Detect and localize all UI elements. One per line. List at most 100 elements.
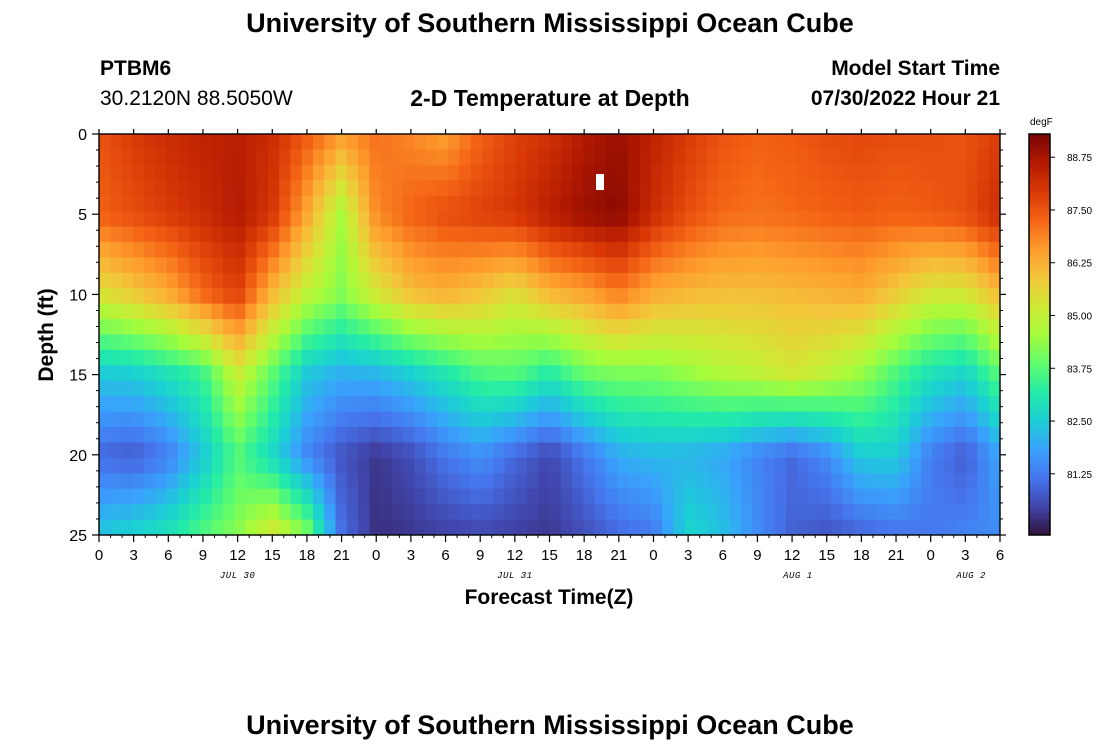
heatmap-cell <box>639 349 652 366</box>
heatmap-cell <box>346 303 359 320</box>
heatmap-cell <box>864 427 877 444</box>
heatmap-cell <box>921 427 934 444</box>
heatmap-cell <box>256 365 269 382</box>
heatmap-cell <box>515 288 528 305</box>
heatmap-cell <box>583 241 596 258</box>
x-tick-label: 21 <box>610 547 627 564</box>
heatmap-cell <box>234 288 247 305</box>
heatmap-cell <box>707 241 720 258</box>
heatmap-cell <box>481 457 494 474</box>
heatmap-cell <box>358 365 370 382</box>
heatmap-cell <box>864 519 877 535</box>
heatmap-cell <box>988 180 1000 197</box>
heatmap-cell <box>639 149 652 166</box>
heatmap-cell <box>752 257 765 274</box>
heatmap-cell <box>493 211 506 228</box>
heatmap-cell <box>290 134 303 151</box>
heatmap-cell <box>121 211 134 228</box>
heatmap-cell <box>740 457 753 474</box>
heatmap-cell <box>504 365 517 382</box>
heatmap-cell <box>391 473 404 490</box>
heatmap-cell <box>819 257 832 274</box>
heatmap-cell <box>448 411 460 428</box>
heatmap-cell <box>662 380 674 397</box>
heatmap-cell <box>977 288 990 305</box>
heatmap-cell <box>538 134 551 151</box>
heatmap-cell <box>954 349 967 366</box>
heatmap-cell <box>932 396 945 413</box>
heatmap-cell <box>301 504 314 521</box>
heatmap-cell <box>842 226 855 243</box>
heatmap-cell <box>605 457 618 474</box>
heatmap-cell <box>617 303 629 320</box>
heatmap-cell <box>639 180 652 197</box>
heatmap-cell <box>549 457 562 474</box>
heatmap-cell <box>425 257 438 274</box>
heatmap-cell <box>572 272 584 289</box>
heatmap-cell <box>448 349 460 366</box>
heatmap-cell <box>470 473 483 490</box>
heatmap-cell <box>932 164 945 181</box>
heatmap-cell <box>155 134 168 151</box>
heatmap-cell <box>110 519 123 535</box>
heatmap-cell <box>380 257 393 274</box>
heatmap-cell <box>155 211 168 228</box>
heatmap-cell <box>560 211 573 228</box>
heatmap-cell <box>222 303 235 320</box>
heatmap-cell <box>245 319 258 336</box>
axes: 0 3 6 9 12 15 18 21 0 3 6 9 12 15 18 21 0 3 6 9 12 15 18 21 0 3 60… <box>69 127 1006 581</box>
heatmap-cell <box>909 442 922 459</box>
heatmap-cell <box>504 134 517 151</box>
heatmap-cell <box>954 288 967 305</box>
heatmap-cell <box>301 149 314 166</box>
heatmap-cell <box>808 504 821 521</box>
heatmap-cell <box>898 257 911 274</box>
heatmap-cell <box>526 303 539 320</box>
heatmap-cell <box>684 457 697 474</box>
heatmap-cell <box>887 473 900 490</box>
heatmap-cell <box>177 442 190 459</box>
heatmap-cell <box>481 488 494 505</box>
heatmap-cell <box>155 504 168 521</box>
heatmap-cell <box>898 226 911 243</box>
heatmap-cell <box>99 241 111 258</box>
heatmap-cell <box>808 380 821 397</box>
heatmap-cell <box>391 319 404 336</box>
heatmap-cell <box>887 442 900 459</box>
heatmap-cell <box>740 257 753 274</box>
heatmap-cell <box>966 211 979 228</box>
y-tick-label: 5 <box>78 207 87 224</box>
heatmap-cell <box>324 180 337 197</box>
heatmap-cell <box>234 519 247 535</box>
heatmap-cell <box>954 473 967 490</box>
model-start-label: Model Start Time <box>831 57 1000 80</box>
heatmap-cell <box>707 303 720 320</box>
heatmap-cell <box>189 257 201 274</box>
heatmap-cell <box>943 303 956 320</box>
heatmap-cell <box>819 365 832 382</box>
heatmap-cell <box>245 272 258 289</box>
heatmap-cell <box>752 504 765 521</box>
heatmap-cell <box>222 195 235 212</box>
heatmap-cell <box>909 149 922 166</box>
heatmap-cell <box>369 365 382 382</box>
heatmap-cell <box>898 241 911 258</box>
heatmap-cell <box>436 519 449 535</box>
heatmap-cell <box>234 427 247 444</box>
heatmap-cell <box>966 241 979 258</box>
heatmap-cell <box>943 365 956 382</box>
heatmap-cell <box>853 195 866 212</box>
heatmap-cell <box>650 149 663 166</box>
heatmap-cell <box>594 396 607 413</box>
heatmap-cell <box>650 442 663 459</box>
heatmap-cell <box>752 519 765 535</box>
heatmap-cell <box>797 195 810 212</box>
heatmap-cell <box>864 164 877 181</box>
heatmap-cell <box>267 303 280 320</box>
heatmap-cell <box>707 365 720 382</box>
heatmap-cell <box>448 134 460 151</box>
heatmap-cell <box>234 226 247 243</box>
heatmap-cell <box>267 211 280 228</box>
heatmap-cell <box>256 164 269 181</box>
heatmap-cell <box>481 319 494 336</box>
